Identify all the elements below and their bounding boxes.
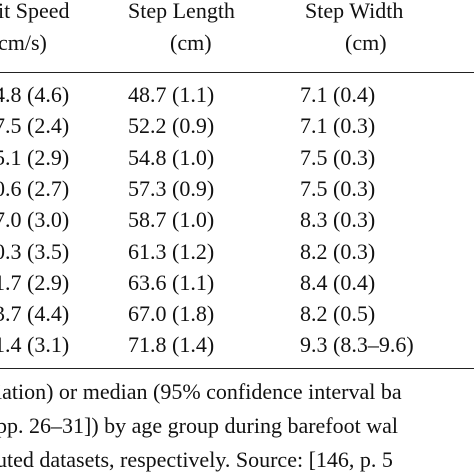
header-cell: Step Width — [305, 0, 404, 23]
table-cell: 7.5 (0.3) — [300, 144, 376, 170]
table-cell: 7.0 (3.0) — [0, 207, 70, 233]
table-cell: 7.5 (2.4) — [0, 113, 70, 139]
table-cell: 7.5 (0.3) — [300, 175, 376, 201]
table-cell: 8.4 (0.4) — [300, 269, 376, 295]
table-cell: 9.3 (8.3–9.6) — [300, 332, 414, 358]
caption-line: uted datasets, respectively. Source: [14… — [0, 447, 393, 472]
table-cell: 3.7 (4.4) — [0, 301, 70, 327]
table-cell: 4.8 (4.6) — [0, 82, 70, 107]
table-cell: 1.7 (2.9) — [0, 269, 70, 295]
table-cell: 71.8 (1.4) — [128, 332, 215, 358]
table-cell: 7.1 (0.4) — [300, 82, 376, 107]
header-cell: it Speed — [0, 0, 70, 23]
table-cell: 48.7 (1.1) — [128, 82, 215, 107]
table-cell: 0.3 (3.5) — [0, 238, 70, 264]
header-cell: (cm) — [345, 30, 387, 55]
table-cell: 67.0 (1.8) — [128, 301, 215, 327]
table-cell: 54.8 (1.0) — [128, 144, 215, 170]
table-cell: 57.3 (0.9) — [128, 175, 215, 201]
header-cell: Step Length — [128, 0, 235, 23]
header-cell: cm/s) — [0, 30, 47, 55]
header-cell: (cm) — [170, 30, 212, 55]
table-cell: 63.6 (1.1) — [128, 269, 215, 295]
table-cell: 5.1 (2.9) — [0, 144, 70, 170]
table-cell: 0.6 (2.7) — [0, 175, 70, 201]
bottom-rule — [0, 368, 474, 369]
caption-line: pp. 26–31]) by age group during barefoot… — [0, 413, 399, 438]
table-cell: 8.2 (0.5) — [300, 301, 376, 327]
table-cell: 8.2 (0.3) — [300, 238, 376, 264]
table-cell: 1.4 (3.1) — [0, 332, 70, 358]
header-rule — [0, 72, 474, 73]
table-cell: 61.3 (1.2) — [128, 238, 215, 264]
table-cell: 58.7 (1.0) — [128, 207, 215, 233]
table-cell: 52.2 (0.9) — [128, 113, 215, 139]
table-cell: 7.1 (0.3) — [300, 113, 376, 139]
table-cell: 8.3 (0.3) — [300, 207, 376, 233]
caption-line: iation) or median (95% confidence interv… — [0, 379, 402, 404]
